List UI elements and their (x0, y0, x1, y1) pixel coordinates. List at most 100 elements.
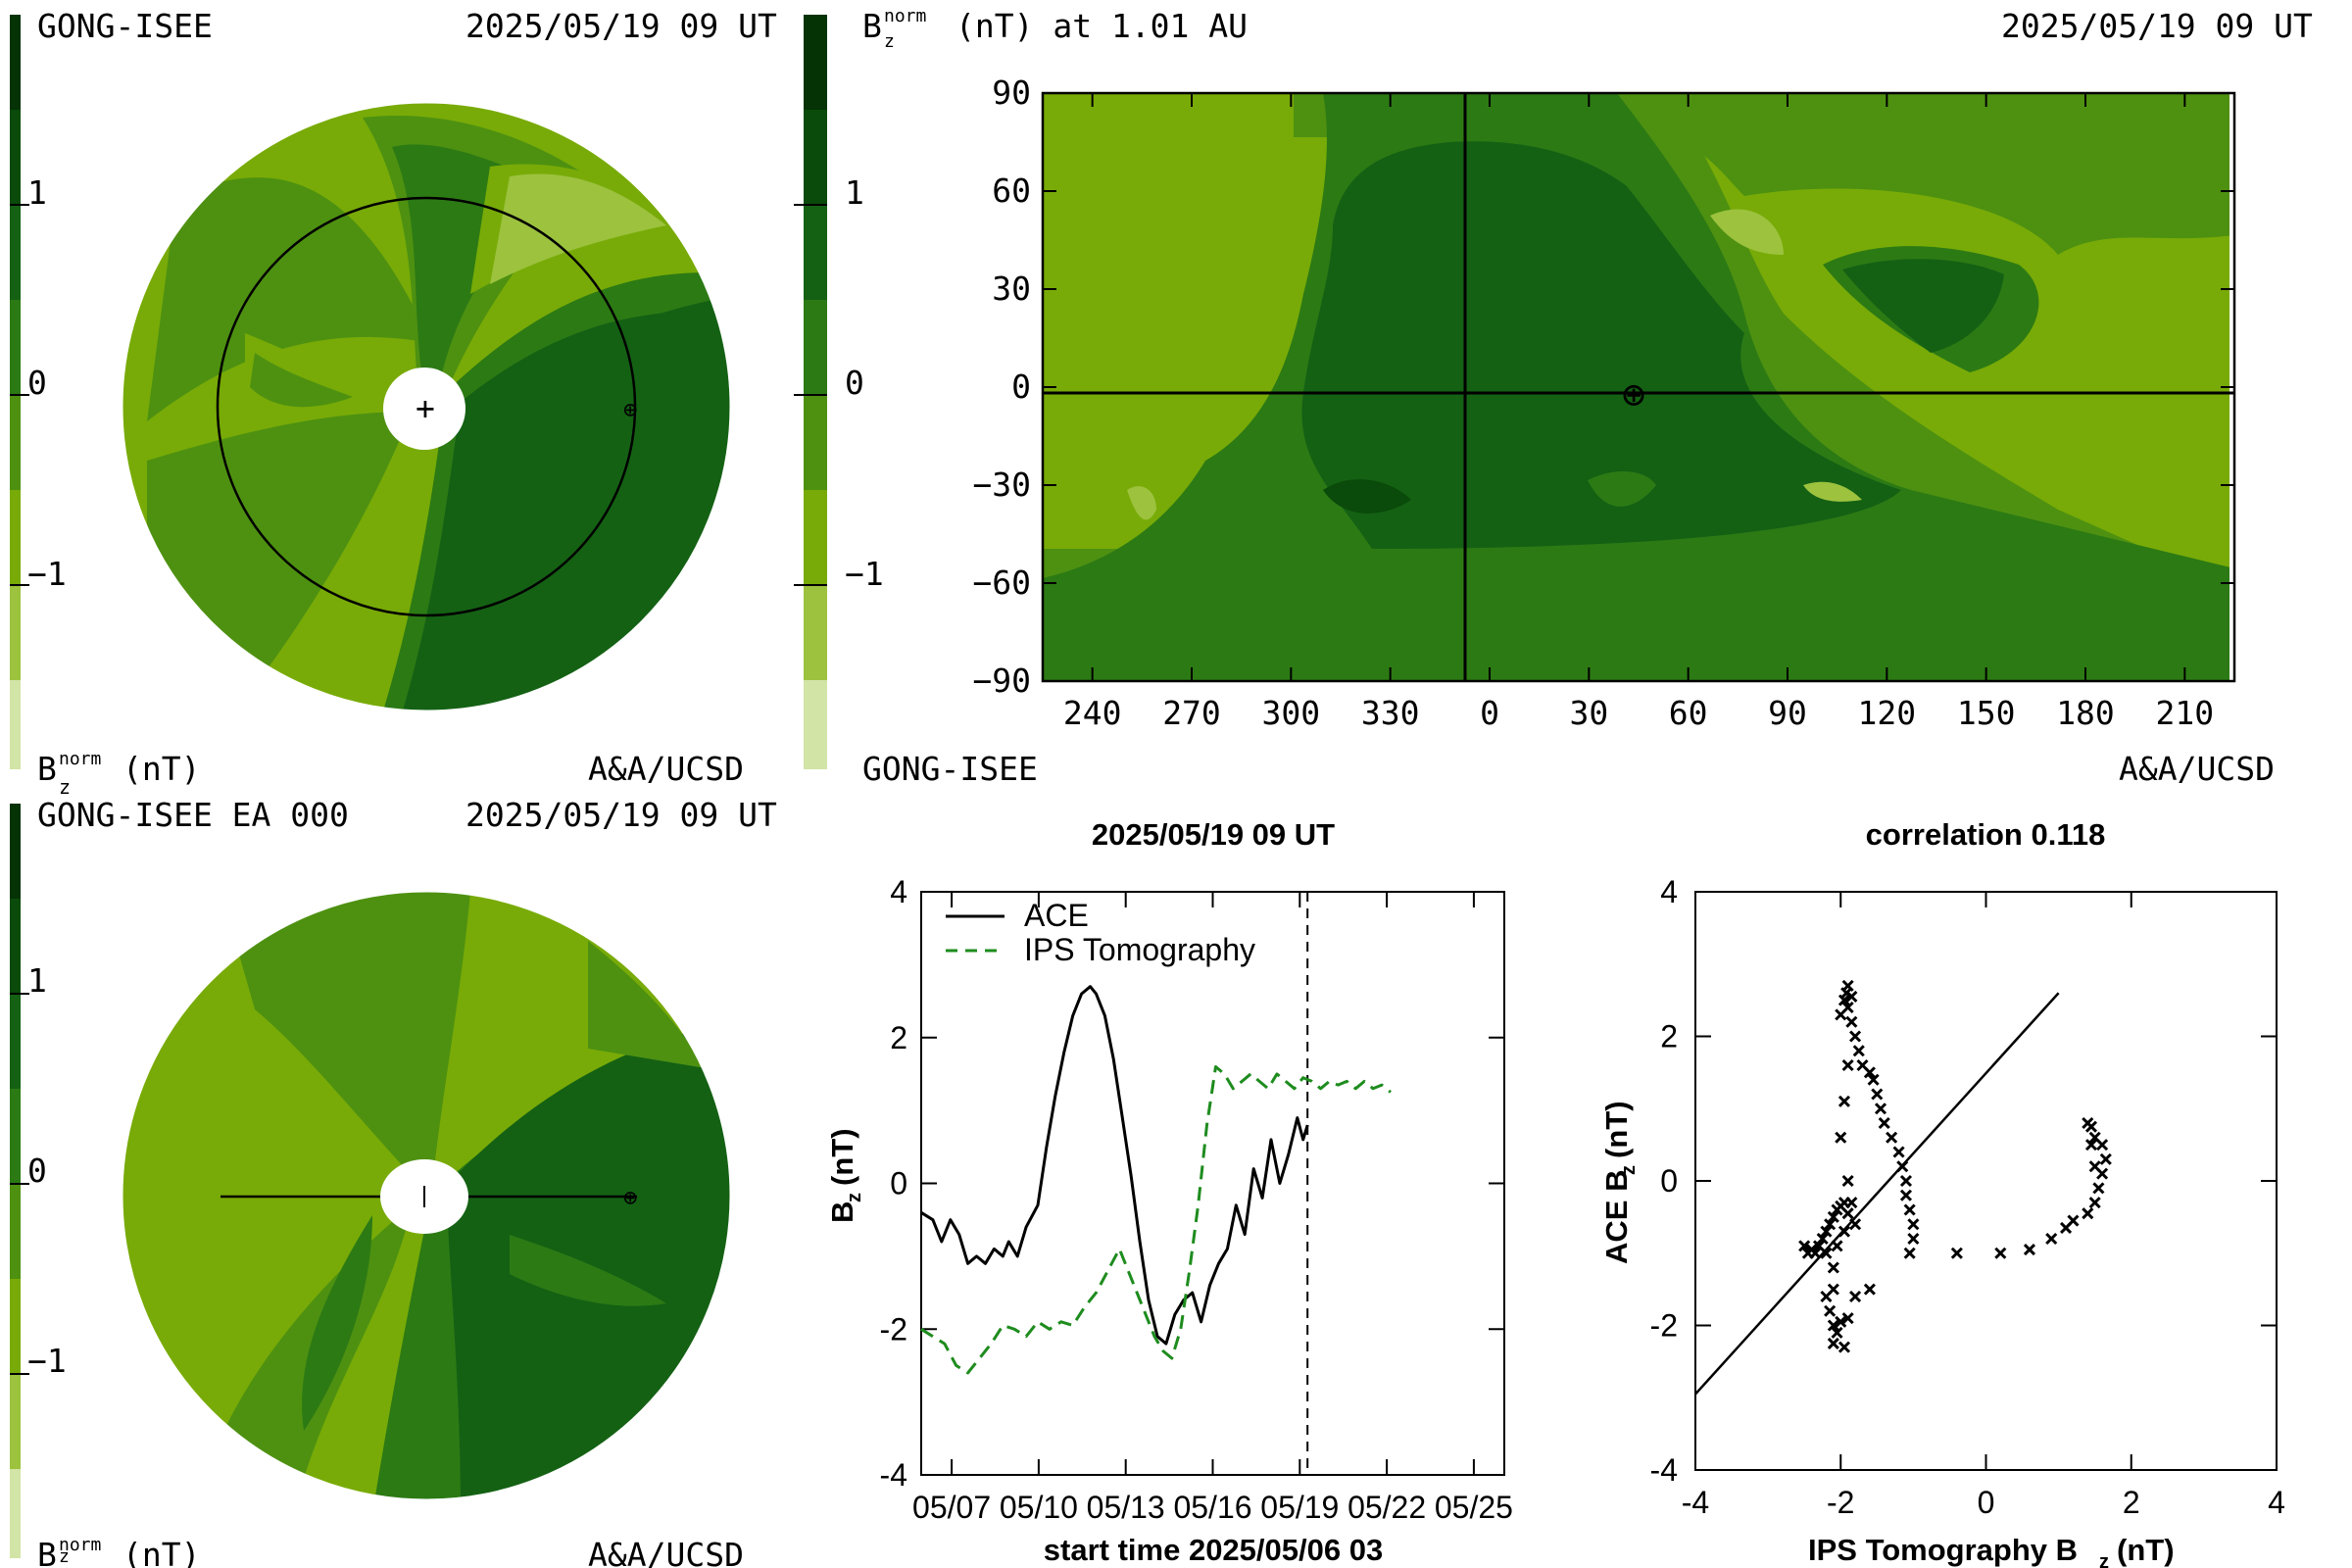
credit-label: A&A/UCSD (2119, 750, 2275, 788)
map-x-tick-label: 300 (1262, 694, 1321, 732)
scatter-point (2082, 1116, 2094, 1130)
scatter-point (1994, 1247, 2007, 1259)
scatter-point (1831, 1326, 1843, 1339)
map-y-tick-label: −90 (972, 662, 1031, 700)
y-tick-label: 0 (1660, 1163, 1678, 1199)
scatter-axes: -4 -2 0 2 4 4 2 0 -2 -4 (1650, 874, 2285, 1520)
map-x-ticks: 240 270 300 330 0 30 60 90 120 150 180 210 (1063, 93, 2214, 732)
scatter-point-stroke (1835, 1008, 1847, 1021)
scatter-point-stroke (1798, 1240, 1811, 1252)
scatter-points (1694, 979, 2112, 1396)
scatter-point-stroke (1863, 1283, 1876, 1296)
scatter-point-stroke (1899, 1174, 1913, 1188)
svg-text:B: B (862, 7, 882, 45)
scatter-point (1871, 1088, 1884, 1101)
svg-text:norm: norm (59, 1535, 101, 1555)
scatter-point-stroke (1812, 1240, 1826, 1252)
x-axis-label: start time 2025/05/06 03 (1044, 1533, 1383, 1567)
colorbar-tick-0: 0 (27, 364, 47, 402)
scatter-point (1903, 1203, 1916, 1216)
scatter-point (1838, 1341, 1851, 1353)
y-axis-label: ACE B z (nT) (1599, 1101, 1640, 1264)
scatter-point (1838, 1095, 1851, 1107)
scatter-point-stroke (2084, 1139, 2098, 1152)
x-tick-label: -2 (1827, 1485, 1854, 1520)
scatter-point (1899, 1189, 1913, 1201)
scatter-point (1892, 1146, 1905, 1158)
scatter-point-stroke (1827, 1337, 1839, 1349)
scatter-point-stroke (1827, 1261, 1839, 1274)
scatter-point-stroke (2082, 1116, 2094, 1130)
map-y-tick-label: 30 (992, 270, 1031, 308)
scatter-point (2099, 1152, 2112, 1165)
scatter-point-stroke (2067, 1214, 2080, 1227)
scatter-point (1852, 1045, 1865, 1057)
svg-text:IPS Tomography B: IPS Tomography B (1808, 1533, 2078, 1567)
x-tick-label: 05/13 (1087, 1490, 1165, 1525)
x-tick-label: 05/10 (1000, 1490, 1078, 1525)
svg-text:(nT): (nT) (122, 1536, 200, 1568)
plot-frame (1694, 891, 2278, 1471)
scatter-point (1903, 1247, 1916, 1259)
x-tick-label: 2 (2123, 1485, 2140, 1520)
scatter-point (1841, 1174, 1854, 1188)
scatter-point (1809, 1247, 1822, 1259)
svg-text:(nT) at 1.01 AU: (nT) at 1.01 AU (956, 7, 1248, 45)
scatter-point-stroke (1950, 1247, 1963, 1259)
colorbar-bottom-left: 1 0 −1 (10, 804, 67, 1558)
map-x-tick-label: 60 (1669, 694, 1708, 732)
scatter-point (2088, 1197, 2101, 1209)
map-y-tick-label: 60 (992, 172, 1031, 210)
scatter-point (2088, 1131, 2101, 1144)
scatter-point (1835, 1315, 1847, 1328)
scatter-point (1838, 994, 1851, 1006)
scatter-point (2067, 1214, 2080, 1227)
scatter-point (2084, 1139, 2098, 1152)
svg-text:(nT): (nT) (825, 1128, 859, 1186)
scatter-point-stroke (2096, 1167, 2109, 1180)
scatter-point-stroke (1892, 1146, 1905, 1158)
scatter-point-stroke (1867, 1073, 1880, 1086)
map-x-tick-label: 240 (1063, 694, 1122, 732)
panel-bottom-left: 1 0 −1 GONG-ISEE EA 000 2025/05/19 09 UT… (10, 796, 777, 1568)
scatter-point-stroke (1856, 1058, 1869, 1072)
x-axis-label: IPS Tomography B z (nT) (1808, 1533, 2175, 1568)
lat-lon-contour-map (1043, 93, 2234, 681)
credit-label: A&A/UCSD (588, 750, 744, 788)
svg-text:norm: norm (884, 6, 926, 26)
svg-text:z: z (59, 775, 71, 799)
scatter-point-stroke (1820, 1290, 1833, 1303)
scatter-point (1816, 1232, 1829, 1246)
scatter-point (1845, 990, 1858, 1003)
svg-text:B: B (37, 1536, 57, 1568)
scatter-point (1838, 1225, 1851, 1238)
svg-text:B: B (37, 750, 57, 788)
scatter-point-stroke (2096, 1139, 2109, 1152)
x-tick-label: 0 (1978, 1485, 1995, 1520)
earth-marker: ⊕ (623, 396, 637, 423)
scatter-point (2092, 1182, 2105, 1195)
scatter-point (2088, 1160, 2101, 1173)
map-title: B z norm (nT) at 1.01 AU (862, 6, 1248, 52)
legend-label-ace: ACE (1024, 898, 1089, 933)
y-tick-label: -2 (880, 1311, 907, 1347)
y-tick-label: 2 (1660, 1019, 1678, 1054)
occulting-disk (383, 368, 466, 450)
colorbar-top-left: 1 0 −1 (10, 15, 67, 769)
colorbar-tick-1: 1 (845, 173, 864, 212)
time-series-axes: 05/07 05/10 05/13 05/16 05/19 05/22 05/25 4 2 0 -2… (880, 874, 1513, 1525)
map-x-tick-label: 150 (1957, 694, 2016, 732)
panel-time-series: 2025/05/19 09 UT start time 2025/05/06 0… (825, 817, 1513, 1567)
svg-text:z: z (59, 1546, 70, 1567)
timestamp: 2025/05/19 09 UT (2001, 7, 2313, 45)
scatter-point-stroke (1896, 1160, 1909, 1173)
map-x-tick-label: 330 (1361, 694, 1420, 732)
scatter-point-stroke (1824, 1304, 1837, 1317)
scatter-point-stroke (1863, 1066, 1876, 1079)
scatter-point (1899, 1174, 1913, 1188)
scatter-point-stroke (2082, 1207, 2094, 1220)
x-tick-label: 05/16 (1173, 1490, 1251, 1525)
colorbar-tick-neg1: −1 (27, 1342, 67, 1380)
source-label: GONG-ISEE (862, 750, 1038, 788)
scatter-point-stroke (1907, 1232, 1920, 1246)
